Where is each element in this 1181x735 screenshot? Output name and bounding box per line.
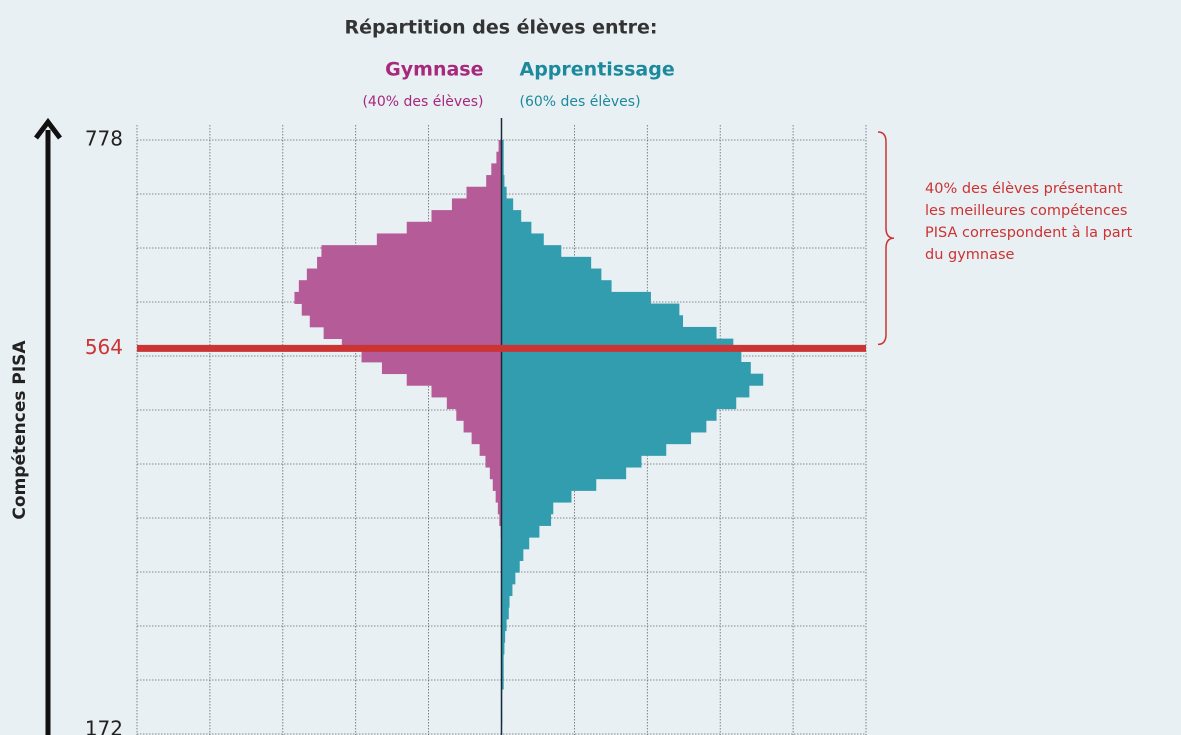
brace	[877, 131, 895, 346]
bar	[501, 221, 532, 234]
bar	[501, 385, 750, 398]
bar	[496, 151, 502, 164]
bar	[471, 432, 502, 445]
bar	[501, 233, 544, 246]
bar	[294, 291, 502, 304]
bar	[497, 502, 502, 515]
bar	[501, 502, 554, 515]
arrow-head	[34, 117, 62, 140]
bar	[466, 186, 502, 199]
bar	[446, 397, 502, 410]
y-tick-label: 172	[85, 717, 123, 735]
bar	[501, 630, 506, 643]
bar	[501, 665, 504, 678]
bar	[501, 361, 751, 375]
bar	[451, 198, 502, 211]
bar	[501, 525, 540, 538]
bar	[306, 268, 502, 281]
bar	[501, 186, 507, 199]
bar	[501, 583, 513, 597]
bar	[501, 490, 572, 503]
bar	[501, 315, 684, 328]
bar	[479, 443, 502, 456]
bar	[376, 233, 502, 246]
bar	[501, 478, 597, 491]
bar	[501, 198, 514, 211]
bar	[501, 642, 505, 655]
bar	[501, 210, 522, 223]
bar	[317, 256, 502, 269]
annotation-text: 40% des élèves présentant	[925, 181, 1123, 197]
bar	[495, 490, 502, 503]
bar	[301, 303, 502, 316]
bar	[501, 432, 692, 445]
bar	[501, 607, 509, 620]
y-axis-label: Compétences PISA	[10, 340, 30, 520]
bar	[501, 572, 516, 585]
bar	[321, 245, 502, 258]
bar	[323, 326, 502, 340]
y-tick-label: 778	[85, 127, 123, 151]
bar	[501, 326, 717, 340]
bar	[501, 397, 737, 410]
bar	[501, 408, 717, 421]
bar	[498, 140, 502, 153]
bar	[456, 408, 502, 421]
bar	[501, 373, 764, 386]
bar	[361, 350, 502, 363]
bar	[463, 420, 502, 433]
bar	[485, 455, 502, 468]
bar	[309, 315, 502, 328]
bar	[501, 455, 642, 468]
bar	[431, 385, 502, 398]
bar	[501, 245, 562, 258]
y-tick-label: 564	[85, 335, 123, 359]
bar	[499, 513, 502, 526]
bar	[501, 268, 602, 281]
bar	[501, 291, 651, 304]
bar	[501, 443, 667, 456]
bar	[492, 478, 502, 491]
annotation-text: du gymnase	[925, 247, 1015, 263]
bar	[406, 221, 502, 234]
bar	[501, 303, 680, 316]
chart-title: Répartition des élèves entre:	[345, 17, 658, 39]
bar	[491, 163, 502, 176]
bar	[486, 175, 502, 188]
bar	[501, 280, 612, 293]
legend-subtitle: (40% des élèves)	[362, 94, 483, 110]
bar	[501, 151, 504, 164]
bar	[501, 175, 505, 188]
legend-subtitle: (60% des élèves)	[520, 94, 641, 110]
bar	[501, 595, 510, 608]
bar	[501, 619, 507, 632]
bar	[501, 513, 552, 526]
bar	[501, 548, 524, 561]
bar	[501, 256, 592, 269]
legend-label: Apprentissage	[520, 59, 675, 81]
bar	[489, 467, 502, 480]
bar	[501, 467, 627, 480]
legend-label: Gymnase	[385, 59, 483, 81]
bar	[406, 373, 502, 386]
bar	[501, 420, 707, 433]
annotation-text: les meilleures compétences	[925, 203, 1127, 219]
bar	[501, 350, 742, 363]
bar	[298, 280, 502, 293]
bar	[431, 210, 502, 223]
bar	[501, 140, 504, 153]
bar	[501, 677, 504, 690]
bar	[501, 537, 530, 550]
bar	[501, 654, 504, 667]
annotation-text: PISA correspondent à la part	[925, 225, 1133, 241]
bar	[501, 560, 520, 573]
bar	[501, 163, 504, 176]
bar	[381, 361, 502, 375]
